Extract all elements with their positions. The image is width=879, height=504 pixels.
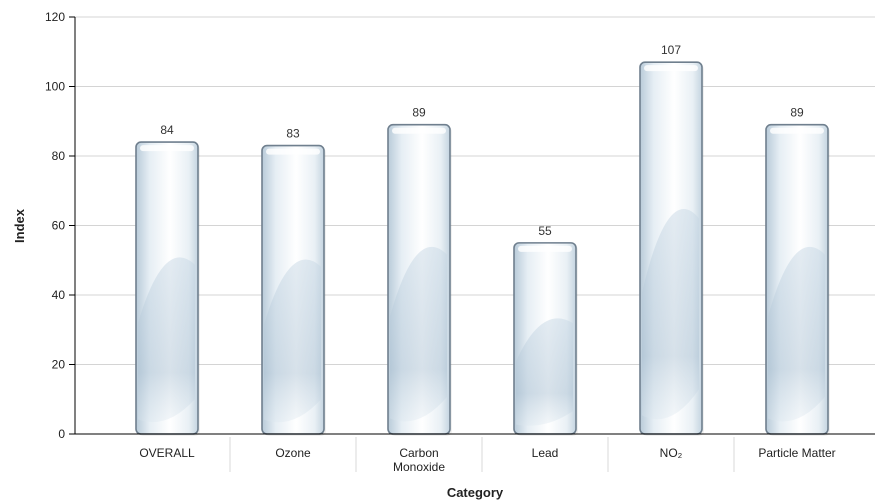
bar-sweep (264, 259, 321, 423)
bar-highlight (392, 127, 446, 134)
bar-highlight (770, 127, 824, 134)
axes (69, 16, 875, 472)
data-label: 84 (160, 123, 174, 137)
data-label: 83 (286, 127, 300, 141)
y-tick-label: 100 (45, 80, 65, 94)
y-tick-label: 20 (52, 358, 66, 372)
bar-sweep (390, 246, 447, 422)
bar-highlight (644, 65, 698, 72)
y-tick-label: 80 (52, 149, 66, 163)
y-tick-label: 120 (45, 10, 65, 24)
x-tick-label: OVERALL (139, 446, 195, 460)
bar-sweep (768, 246, 825, 422)
bar (639, 61, 704, 437)
x-tick-label: Lead (532, 446, 559, 460)
data-label: 89 (412, 106, 426, 120)
bar-sweep (642, 209, 699, 420)
labels: 0 20 40 60 80 100 120 84 83 89 55 107 89 OVERALL Ozone… (12, 10, 836, 500)
x-tick-label: NO₂ (660, 446, 683, 460)
bar-sweep (138, 257, 195, 423)
bar-highlight (266, 148, 320, 155)
y-tick-label: 40 (52, 288, 66, 302)
bar-highlight (518, 245, 572, 252)
bar-sweep (516, 318, 573, 426)
bars (135, 61, 830, 437)
data-label: 89 (790, 106, 804, 120)
bar (135, 141, 200, 436)
x-tick-label: Carbon Monoxide (393, 446, 445, 474)
y-tick-label: 60 (52, 219, 66, 233)
y-axis-title: Index (12, 208, 27, 243)
data-label: 55 (538, 224, 552, 238)
bar (513, 242, 578, 436)
x-tick-label: Particle Matter (758, 446, 835, 460)
bar (261, 144, 326, 436)
data-label: 107 (661, 43, 681, 57)
bar-highlight (140, 145, 194, 152)
x-axis-title: Category (447, 485, 504, 500)
x-tick-label: Ozone (275, 446, 311, 460)
bar (765, 123, 830, 436)
gridlines (75, 16, 875, 365)
bar (387, 123, 452, 436)
y-tick-label: 0 (58, 427, 65, 441)
